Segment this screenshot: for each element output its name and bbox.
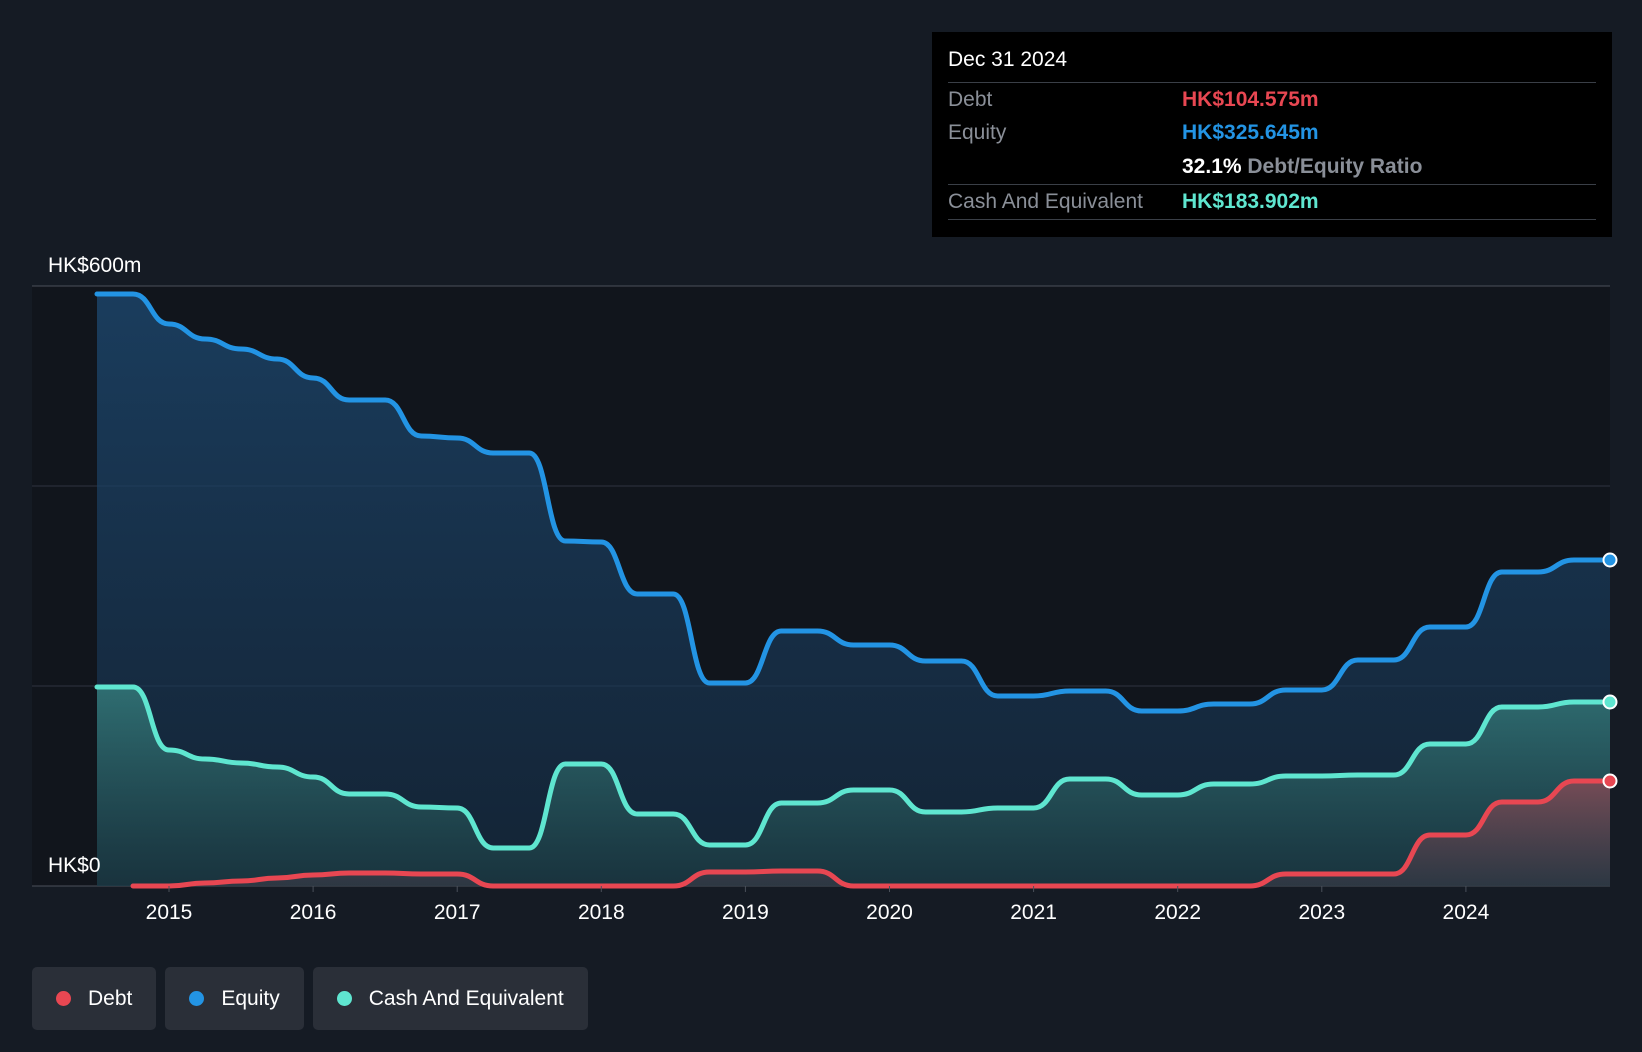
end-markers: [1602, 552, 1618, 789]
x-tick-label-2020: 2020: [866, 901, 913, 924]
tooltip-row-debt: Debt HK$104.575m: [948, 82, 1596, 117]
tooltip-equity-value: HK$325.645m: [1182, 121, 1319, 144]
x-tick-label-2016: 2016: [290, 901, 337, 924]
cash-line: [94, 684, 1613, 851]
y-tick-label-600: HK$600m: [48, 254, 141, 277]
tooltip-debt-value: HK$104.575m: [1182, 88, 1319, 111]
x-tick-label-2019: 2019: [722, 901, 769, 924]
legend-item-equity[interactable]: Equity: [165, 967, 304, 1030]
tooltip-debt-label: Debt: [948, 88, 993, 111]
tooltip-ratio-label: Debt/Equity Ratio: [1247, 155, 1423, 178]
equity-dot-icon: [189, 991, 205, 1006]
cash-end-point: [1602, 694, 1618, 710]
axis-labels: 2015 2016 2017 2018 2019 2020 2021 2022 2023 2024…: [48, 254, 1490, 924]
debt-area: [133, 781, 1610, 886]
debt-end-point: [1602, 773, 1618, 789]
legend-label-debt: Debt: [88, 986, 133, 1010]
tooltip-panel: Dec 31 2024 Debt HK$104.575m Equity HK$3…: [932, 32, 1612, 237]
debt-line: [130, 778, 1613, 889]
x-tick-label-2015: 2015: [146, 901, 193, 924]
x-tick-label-2017: 2017: [434, 901, 481, 924]
tooltip-ratio-value: 32.1%: [1182, 155, 1242, 178]
equity-line: [94, 291, 1613, 714]
x-tick-label-2018: 2018: [578, 901, 625, 924]
series-lines: [94, 291, 1613, 889]
cash-dot-icon: [336, 991, 352, 1006]
legend-label-equity: Equity: [221, 986, 280, 1010]
y-tick-label-0: HK$0: [48, 854, 101, 877]
equity-end-point: [1602, 552, 1618, 568]
x-tick-label-2024: 2024: [1443, 901, 1490, 924]
legend-item-debt[interactable]: Debt: [32, 967, 157, 1030]
tooltip-date: Dec 31 2024: [948, 48, 1068, 71]
x-tick-label-2022: 2022: [1154, 901, 1201, 924]
tooltip-cash-value: HK$183.902m: [1182, 190, 1319, 213]
tooltip-cash-label: Cash And Equivalent: [948, 190, 1143, 213]
tooltip-row-equity: Equity HK$325.645m: [948, 116, 1596, 150]
tooltip-row-cash: Cash And Equivalent HK$183.902m: [948, 184, 1596, 220]
debt-dot-icon: [56, 991, 71, 1006]
tooltip-row-ratio: 32.1% Debt/Equity Ratio: [948, 150, 1596, 184]
equity-area: [97, 294, 1610, 886]
legend-item-cash[interactable]: Cash And Equivalent: [312, 967, 588, 1030]
tooltip-ratio: 32.1% Debt/Equity Ratio: [1182, 155, 1422, 179]
cash-area: [97, 687, 1610, 886]
legend-label-cash: Cash And Equivalent: [368, 986, 564, 1010]
x-tick-label-2021: 2021: [1010, 901, 1057, 924]
legend: Debt Equity Cash And Equivalent: [32, 967, 588, 1030]
series-areas: [97, 294, 1610, 886]
x-tick-label-2023: 2023: [1298, 901, 1345, 924]
tooltip-equity-label: Equity: [948, 121, 1007, 144]
